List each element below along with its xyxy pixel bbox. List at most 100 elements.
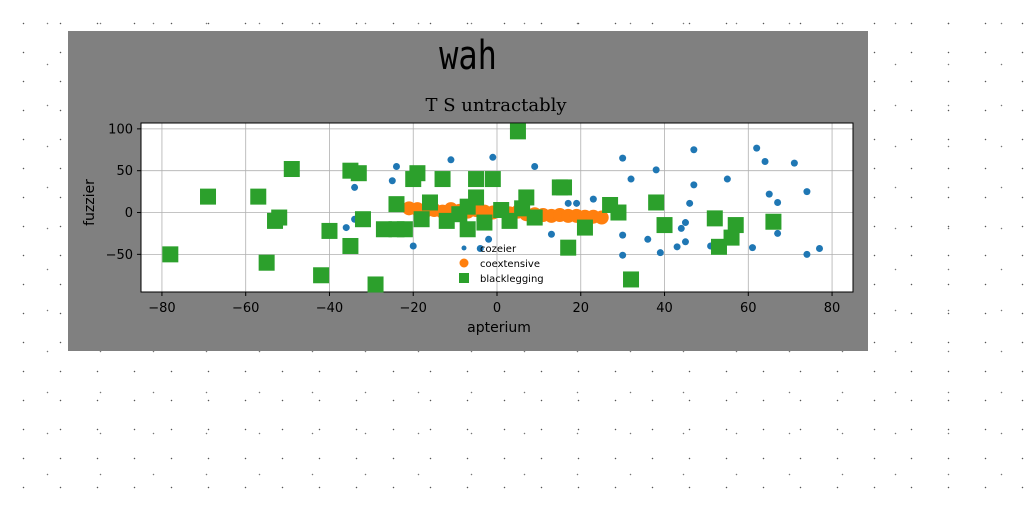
point-blacklegging — [526, 209, 543, 226]
point-blacklegging — [576, 219, 593, 236]
point-blacklegging — [706, 210, 723, 227]
point-cozeier — [589, 195, 597, 203]
point-blacklegging — [623, 271, 640, 288]
point-cozeier — [765, 190, 773, 198]
point-coextensive — [594, 210, 609, 225]
point-blacklegging — [375, 221, 392, 238]
point-cozeier — [681, 219, 689, 227]
point-cozeier — [392, 163, 400, 171]
legend-marker-cozeier — [461, 245, 467, 251]
point-cozeier — [351, 183, 359, 191]
y-tick-label: 0 — [125, 206, 133, 221]
point-blacklegging — [413, 211, 430, 228]
point-blacklegging — [476, 214, 493, 231]
point-cozeier — [790, 159, 798, 167]
x-tick-label: 80 — [824, 301, 841, 316]
point-cozeier — [627, 175, 635, 183]
point-blacklegging — [648, 194, 665, 211]
point-blacklegging — [409, 165, 426, 182]
y-tick-label: −50 — [106, 248, 133, 263]
y-tick-label: 50 — [116, 164, 133, 179]
point-blacklegging — [727, 217, 744, 234]
point-cozeier — [573, 199, 581, 207]
point-cozeier — [803, 188, 811, 196]
point-cozeier — [723, 175, 731, 183]
point-blacklegging — [200, 188, 217, 205]
point-blacklegging — [354, 211, 371, 228]
point-cozeier — [564, 199, 572, 207]
point-blacklegging — [367, 276, 384, 293]
x-tick-label: 0 — [493, 301, 501, 316]
point-blacklegging — [484, 171, 501, 188]
point-blacklegging — [610, 204, 627, 221]
legend: cozeier coextensive blacklegging — [459, 244, 544, 285]
point-cozeier — [447, 156, 455, 164]
x-tick-label: −40 — [316, 301, 343, 316]
point-cozeier — [485, 235, 493, 243]
point-cozeier — [619, 231, 627, 239]
point-blacklegging — [656, 217, 673, 234]
plot-points — [162, 123, 823, 293]
point-cozeier — [681, 238, 689, 246]
point-blacklegging — [560, 239, 577, 256]
point-blacklegging — [250, 188, 267, 205]
x-tick-label: 20 — [572, 301, 589, 316]
point-blacklegging — [518, 189, 535, 206]
point-cozeier — [619, 251, 627, 259]
point-cozeier — [748, 244, 756, 252]
point-cozeier — [656, 249, 664, 257]
point-cozeier — [753, 144, 761, 152]
point-blacklegging — [283, 161, 300, 178]
point-blacklegging — [434, 171, 451, 188]
point-cozeier — [547, 230, 555, 238]
figure-suptitle: wah — [439, 33, 497, 79]
point-cozeier — [690, 181, 698, 189]
point-blacklegging — [556, 179, 573, 196]
point-blacklegging — [396, 221, 413, 238]
point-cozeier — [673, 243, 681, 251]
x-tick-label: −80 — [148, 301, 175, 316]
point-cozeier — [774, 198, 782, 206]
point-blacklegging — [388, 196, 405, 213]
y-axis-label: fuzzier — [82, 179, 98, 226]
point-blacklegging — [509, 123, 526, 140]
legend-label-cozeier: cozeier — [480, 244, 517, 255]
point-cozeier — [686, 199, 694, 207]
x-tick-label: 40 — [656, 301, 673, 316]
point-cozeier — [476, 244, 484, 252]
point-blacklegging — [459, 221, 476, 238]
point-cozeier — [677, 224, 685, 232]
point-blacklegging — [723, 229, 740, 246]
point-cozeier — [644, 235, 652, 243]
point-cozeier — [761, 157, 769, 165]
point-blacklegging — [258, 254, 275, 271]
point-blacklegging — [350, 165, 367, 182]
chart-figure: wah T S untractably −80 −60 −40 −20 0 20 40 60 8… — [68, 31, 868, 351]
point-blacklegging — [313, 267, 330, 284]
point-blacklegging — [162, 246, 179, 263]
point-cozeier — [815, 244, 823, 252]
point-cozeier — [652, 166, 660, 174]
x-tick-label: −60 — [232, 301, 259, 316]
legend-label-coextensive: coextensive — [480, 259, 540, 270]
point-blacklegging — [765, 213, 782, 230]
legend-label-blacklegging: blacklegging — [480, 274, 544, 285]
point-blacklegging — [321, 222, 338, 239]
chart-title: T S untractably — [425, 95, 567, 116]
point-cozeier — [690, 146, 698, 154]
point-blacklegging — [342, 237, 359, 254]
point-blacklegging — [710, 238, 727, 255]
point-cozeier — [409, 242, 417, 250]
y-tick-label: 100 — [108, 122, 133, 137]
x-tick-label: 60 — [740, 301, 757, 316]
point-cozeier — [531, 163, 539, 171]
point-blacklegging — [468, 171, 485, 188]
point-cozeier — [774, 229, 782, 237]
x-tick-label: −20 — [400, 301, 427, 316]
x-axis-label: apterium — [467, 320, 531, 336]
point-cozeier — [803, 250, 811, 258]
legend-marker-blacklegging — [459, 273, 469, 283]
point-cozeier — [489, 153, 497, 161]
tick-labels: −80 −60 −40 −20 0 20 40 60 80 −50 0 50 100 — [106, 122, 841, 316]
point-cozeier — [619, 154, 627, 162]
